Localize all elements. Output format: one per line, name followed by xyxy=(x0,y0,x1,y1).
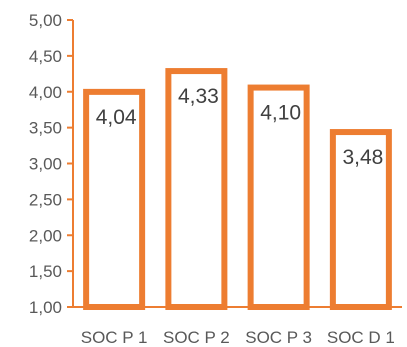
y-tick-label: 1,00 xyxy=(29,298,62,317)
x-category-label: SOC P 2 xyxy=(163,328,230,347)
bar-data-label: 4,33 xyxy=(178,85,219,108)
bar-data-label: 3,48 xyxy=(342,146,383,169)
x-category-label: SOC P 1 xyxy=(81,328,148,347)
y-tick-label: 2,00 xyxy=(29,226,62,245)
bar-data-label: 4,04 xyxy=(96,106,137,129)
y-tick-label: 2,50 xyxy=(29,190,62,209)
y-tick-label: 5,00 xyxy=(29,11,62,30)
y-axis-ticks: 1,00 1,50 2,00 2,50 3,00 3,50 4,00 4,50 5,00 xyxy=(29,11,73,317)
y-tick-label: 1,50 xyxy=(29,262,62,281)
x-category-label: SOC P 3 xyxy=(245,328,312,347)
x-category-label: SOC D 1 xyxy=(327,328,395,347)
bar-data-label: 4,10 xyxy=(260,102,301,125)
y-tick-label: 3,00 xyxy=(29,155,62,174)
y-tick-label: 3,50 xyxy=(29,119,62,138)
data-labels: 4,04 4,33 4,10 3,48 xyxy=(96,85,384,169)
x-axis-category-labels: SOC P 1 SOC P 2 SOC P 3 SOC D 1 xyxy=(81,328,395,347)
y-tick-label: 4,50 xyxy=(29,47,62,66)
y-tick-label: 4,00 xyxy=(29,83,62,102)
